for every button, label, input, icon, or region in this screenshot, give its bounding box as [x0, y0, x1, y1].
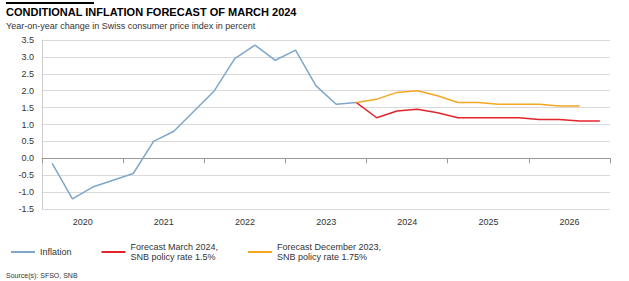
svg-text:0.0: 0.0	[21, 153, 34, 163]
svg-text:-1.5: -1.5	[18, 204, 34, 214]
svg-text:2024: 2024	[397, 217, 417, 227]
svg-text:-0.5: -0.5	[18, 170, 34, 180]
svg-text:1.5: 1.5	[21, 103, 34, 113]
svg-text:2.0: 2.0	[21, 86, 34, 96]
svg-text:2026: 2026	[560, 217, 580, 227]
svg-text:0.5: 0.5	[21, 136, 34, 146]
svg-text:2025: 2025	[478, 217, 498, 227]
svg-text:Forecast December 2023,: Forecast December 2023,	[277, 242, 381, 252]
svg-text:2022: 2022	[235, 217, 255, 227]
svg-text:2021: 2021	[154, 217, 174, 227]
svg-text:3.0: 3.0	[21, 52, 34, 62]
svg-text:Inflation: Inflation	[40, 247, 72, 257]
svg-text:2020: 2020	[73, 217, 93, 227]
svg-text:-1.0: -1.0	[18, 187, 34, 197]
svg-text:1.0: 1.0	[21, 120, 34, 130]
svg-text:2023: 2023	[316, 217, 336, 227]
svg-text:Source(s): SFSO, SNB: Source(s): SFSO, SNB	[6, 272, 78, 280]
svg-text:CONDITIONAL INFLATION FORECAST: CONDITIONAL INFLATION FORECAST OF MARCH …	[6, 6, 297, 18]
svg-text:SNB policy rate 1.75%: SNB policy rate 1.75%	[277, 252, 367, 262]
svg-text:Year-on-year change in Swiss c: Year-on-year change in Swiss consumer pr…	[6, 21, 256, 31]
svg-text:SNB policy rate 1.5%: SNB policy rate 1.5%	[131, 252, 216, 262]
svg-text:Forecast March 2024,: Forecast March 2024,	[131, 242, 219, 252]
svg-text:2.5: 2.5	[21, 69, 34, 79]
svg-text:3.5: 3.5	[21, 35, 34, 45]
